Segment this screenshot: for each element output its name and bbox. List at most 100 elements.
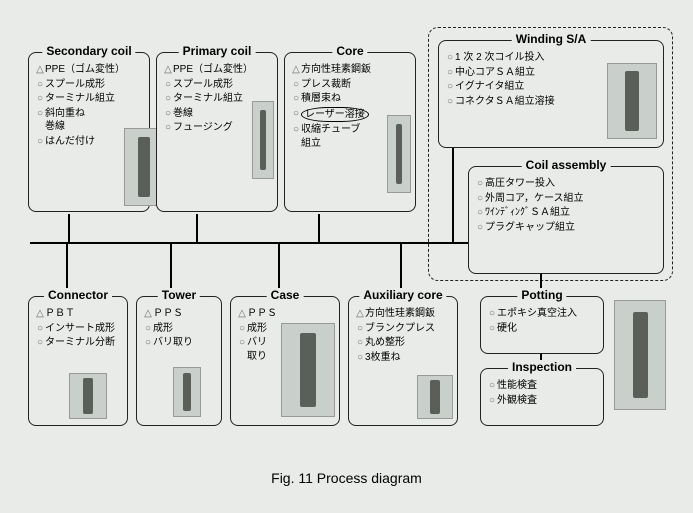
- box-tower: TowerＰＰＳ成形バリ取り: [136, 296, 222, 426]
- step-label: ＰＰＳ: [247, 307, 335, 321]
- step-label: 成形: [153, 322, 217, 336]
- box-title: Auxiliary core: [359, 288, 446, 302]
- step-marker-icon: [35, 78, 45, 92]
- step-label: ﾜｲﾝﾃﾞｨﾝｸﾞＳＡ組立: [485, 206, 659, 220]
- process-step: 方向性珪素鋼鈑: [291, 63, 411, 77]
- process-step: 外観検査: [487, 394, 599, 408]
- process-step: 性能検査: [487, 379, 599, 393]
- component-thumb: [417, 375, 453, 419]
- process-step: インサート成形: [35, 322, 123, 336]
- step-marker-icon: [163, 78, 173, 92]
- figure-caption: Fig. 11 Process diagram: [0, 470, 693, 486]
- step-marker-icon: [475, 221, 485, 235]
- step-marker-icon: [237, 322, 247, 336]
- box-title: Winding S/A: [512, 32, 591, 46]
- box-auxcore: Auxiliary core方向性珪素鋼鈑ブランクプレス丸め整形3枚重ね: [348, 296, 458, 426]
- process-step: 高圧タワー投入: [475, 177, 659, 191]
- step-label: インサート成形: [45, 322, 123, 336]
- step-label: 外観検査: [497, 394, 599, 408]
- step-label: 方向性珪素鋼鈑: [301, 63, 411, 77]
- process-step: 外周コア，ケース組立: [475, 192, 659, 206]
- step-marker-icon: [143, 322, 153, 336]
- box-title: Potting: [517, 288, 566, 302]
- box-inspection: Inspection性能検査外観検査: [480, 368, 604, 426]
- step-label: ＰＰＳ: [153, 307, 217, 321]
- process-step: ＰＢＴ: [35, 307, 123, 321]
- box-title: Inspection: [508, 360, 576, 374]
- step-label: エポキシ真空注入: [497, 307, 599, 321]
- process-step: ターミナル分断: [35, 336, 123, 350]
- step-label: ブランクプレス: [365, 322, 453, 336]
- process-step: ﾜｲﾝﾃﾞｨﾝｸﾞＳＡ組立: [475, 206, 659, 220]
- material-marker-icon: [291, 63, 301, 77]
- box-case: CaseＰＰＳ成形バリ取り: [230, 296, 340, 426]
- main-flow-line: [30, 242, 498, 244]
- step-label: プラグキャップ組立: [485, 221, 659, 235]
- box-secondary: Secondary coilPPE（ゴム変性）スプール成形ターミナル組立斜向重ね…: [28, 52, 150, 212]
- step-marker-icon: [487, 379, 497, 393]
- box-title: Secondary coil: [42, 44, 135, 58]
- box-title: Coil assembly: [522, 158, 611, 172]
- step-marker-icon: [35, 107, 45, 121]
- step-marker-icon: [291, 107, 301, 121]
- step-marker-icon: [445, 80, 455, 94]
- step-label: PPE（ゴム変性）: [45, 63, 145, 77]
- component-thumb: [387, 115, 411, 193]
- step-marker-icon: [35, 322, 45, 336]
- process-step: ＰＰＳ: [143, 307, 217, 321]
- box-title: Core: [332, 44, 367, 58]
- process-step: ターミナル組立: [35, 92, 145, 106]
- process-step: 硬化: [487, 322, 599, 336]
- process-step: スプール成形: [35, 78, 145, 92]
- material-marker-icon: [143, 307, 153, 321]
- step-label: ＰＢＴ: [45, 307, 123, 321]
- step-label: ターミナル組立: [45, 92, 145, 106]
- box-title: Primary coil: [179, 44, 256, 58]
- component-thumb: [173, 367, 201, 417]
- step-label: 硬化: [497, 322, 599, 336]
- step-marker-icon: [475, 192, 485, 206]
- step-label: プレス裁断: [301, 78, 411, 92]
- step-marker-icon: [355, 322, 365, 336]
- process-step: プラグキャップ組立: [475, 221, 659, 235]
- step-label: バリ取り: [153, 336, 217, 350]
- process-step: バリ取り: [143, 336, 217, 350]
- component-thumb: [252, 101, 274, 179]
- step-marker-icon: [445, 95, 455, 109]
- box-potting: Pottingエポキシ真空注入硬化: [480, 296, 604, 354]
- step-label: 方向性珪素鋼鈑: [365, 307, 453, 321]
- step-marker-icon: [487, 394, 497, 408]
- step-label: 性能検査: [497, 379, 599, 393]
- step-marker-icon: [445, 51, 455, 65]
- step-marker-icon: [143, 336, 153, 350]
- step-marker-icon: [35, 336, 45, 350]
- step-marker-icon: [475, 177, 485, 191]
- step-label: 高圧タワー投入: [485, 177, 659, 191]
- step-marker-icon: [35, 135, 45, 149]
- step-marker-icon: [445, 66, 455, 80]
- process-step: 丸め整形: [355, 336, 453, 350]
- step-marker-icon: [163, 121, 173, 135]
- box-title: Case: [267, 288, 304, 302]
- process-diagram: Secondary coilPPE（ゴム変性）スプール成形ターミナル組立斜向重ね…: [0, 0, 693, 513]
- step-label: PPE（ゴム変性）: [173, 63, 273, 77]
- process-step: 積層束ね: [291, 92, 411, 106]
- step-marker-icon: [487, 307, 497, 321]
- step-marker-icon: [487, 322, 497, 336]
- material-marker-icon: [35, 307, 45, 321]
- material-marker-icon: [35, 63, 45, 77]
- process-step: ブランクプレス: [355, 322, 453, 336]
- process-step: エポキシ真空注入: [487, 307, 599, 321]
- final-product-thumb: [614, 300, 666, 410]
- component-thumb: [281, 323, 335, 417]
- step-label: スプール成形: [173, 78, 273, 92]
- step-marker-icon: [475, 206, 485, 220]
- step-label: ターミナル分断: [45, 336, 123, 350]
- step-marker-icon: [163, 107, 173, 121]
- process-step: PPE（ゴム変性）: [163, 63, 273, 77]
- step-label: 積層束ね: [301, 92, 411, 106]
- box-connector: ConnectorＰＢＴインサート成形ターミナル分断: [28, 296, 128, 426]
- box-title: Connector: [44, 288, 112, 302]
- box-winding: Winding S/A1 次 2 次コイル投入中心コアＳＡ組立イグナイタ組立コネ…: [438, 40, 664, 148]
- box-title: Tower: [158, 288, 200, 302]
